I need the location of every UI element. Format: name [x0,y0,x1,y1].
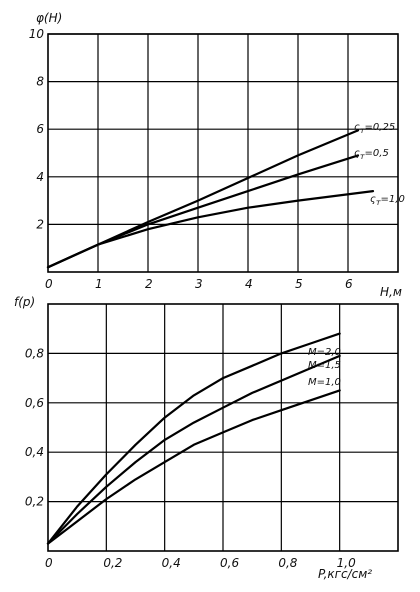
top-series [46,129,375,269]
bottom-x-tick-2: 0,4 [162,556,181,570]
bottom-x-tick-4: 0,8 [278,556,297,570]
top-x-axis-label: H,м [380,285,402,299]
top-curve-label-0: ςт=0,25 [354,122,395,135]
top-x-tick-6: 6 [345,277,353,291]
bottom-y-tick-3: 0,8 [25,346,44,360]
bottom-grid [47,303,399,552]
top-curve-label-2: ςт=1,0 [370,194,405,207]
top-x-tick-0: 0 [45,277,53,291]
top-y-axis-label: φ(H) [36,11,62,25]
top-x-tick-1: 1 [95,277,103,291]
bottom-tick-labels: 0 0,2 0,4 0,6 0,8 1,0 0,2 0,4 0,6 0,8 [25,346,356,570]
top-curve-label-0-rest: =0,25 [365,122,396,133]
bottom-series-line-2 [46,389,341,545]
bottom-series-line-1 [46,354,341,545]
top-curve-label-0-symbol: ς [354,122,360,133]
top-grid [47,33,399,273]
top-x-tick-2: 2 [145,277,153,291]
bottom-x-tick-5: 1,0 [337,556,356,570]
bottom-x-tick-1: 0,2 [103,556,122,570]
svg-text:ςт=0,25: ςт=0,25 [354,122,395,135]
top-curve-label-2-sub: т [376,198,381,207]
top-x-tick-5: 5 [295,277,303,291]
top-x-tick-4: 4 [245,277,253,291]
bottom-curve-label-2: M=1,0 [308,377,341,388]
bottom-series [46,332,341,545]
bottom-x-tick-0: 0 [45,556,53,570]
bottom-x-axis-label: P,кгс/см² [318,567,372,581]
bottom-y-tick-2: 0,6 [25,396,44,410]
top-y-tick-1: 4 [36,170,44,184]
top-curve-label-1-symbol: ς [354,148,360,159]
svg-text:ςт=0,5: ςт=0,5 [354,148,389,161]
bottom-x-tick-3: 0,6 [220,556,239,570]
bottom-y-axis-label: f(p) [14,295,35,309]
bottom-y-tick-0: 0,2 [25,495,44,509]
top-y-tick-3: 8 [36,75,44,89]
top-curve-label-1-sub: т [360,152,365,161]
top-y-tick-4: 10 [29,27,45,41]
bottom-chart: 0 0,2 0,4 0,6 0,8 1,0 0,2 0,4 0,6 0,8 f(p) P,кгс/… [14,295,399,581]
top-series-line-1 [46,154,360,269]
top-y-tick-0: 2 [36,217,44,231]
svg-text:ςт=1,0: ςт=1,0 [370,194,405,207]
bottom-series-line-0 [46,332,341,545]
top-y-tick-2: 6 [36,122,44,136]
bottom-curve-label-1: M=1,5 [308,360,341,371]
top-curve-label-1: ςт=0,5 [354,148,389,161]
bottom-curve-label-0: M=2,0 [308,347,341,358]
top-curve-label-1-rest: =0,5 [365,148,389,159]
top-curve-label-2-rest: =1,0 [381,194,405,205]
bottom-y-tick-1: 0,4 [25,445,44,459]
top-tick-labels: 0 1 2 3 4 5 6 2 4 6 8 10 [29,27,353,291]
top-curve-label-2-symbol: ς [370,194,376,205]
top-series-line-2 [46,190,375,269]
top-curve-label-0-sub: т [360,126,365,135]
top-plot-frame [47,33,399,273]
top-x-tick-3: 3 [195,277,203,291]
